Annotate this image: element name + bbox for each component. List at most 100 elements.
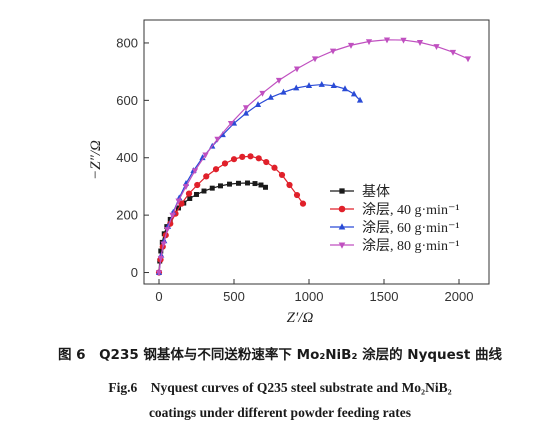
data-point <box>182 184 190 190</box>
data-point <box>293 84 300 91</box>
data-point <box>347 42 355 49</box>
data-point <box>239 153 246 160</box>
x-axis-ticks: 0 500 1000 1500 2000 <box>155 279 473 304</box>
data-point <box>214 136 221 143</box>
data-point <box>267 93 274 100</box>
data-point <box>263 184 268 190</box>
y-tick-label: 800 <box>116 35 138 50</box>
legend-marker <box>338 242 346 249</box>
data-point <box>305 82 313 89</box>
series-3 <box>155 81 364 275</box>
x-axis-label: Z′/Ω <box>287 310 314 326</box>
data-point <box>258 182 264 188</box>
data-point <box>201 188 207 194</box>
series-2 <box>155 153 307 276</box>
data-point <box>329 48 337 55</box>
data-point <box>311 56 319 63</box>
legend-marker <box>339 188 345 194</box>
data-point <box>185 190 193 197</box>
data-point <box>158 248 164 254</box>
data-point <box>255 155 262 162</box>
data-point <box>252 181 258 187</box>
data-point <box>194 191 199 197</box>
data-point <box>191 168 199 175</box>
data-point <box>400 37 407 44</box>
data-point <box>299 200 307 207</box>
data-point <box>227 120 235 127</box>
data-point <box>236 180 241 186</box>
data-point <box>227 181 232 187</box>
legend-marker <box>338 205 346 213</box>
series-layer <box>155 37 472 277</box>
data-point <box>433 44 440 50</box>
figure-caption-chinese: 图 6 Q235 钢基体与不同送粉速率下 Mo₂NiB₂ 涂层的 Nyquest… <box>57 347 503 363</box>
series-line <box>158 182 266 273</box>
x-tick-label: 1000 <box>295 289 324 304</box>
data-point <box>199 154 206 161</box>
data-point <box>164 227 171 234</box>
x-tick-label: 1500 <box>370 289 399 304</box>
legend-label: 涂层, 60 g·min⁻¹ <box>362 220 460 236</box>
y-tick-label: 400 <box>116 150 138 165</box>
data-point <box>318 81 325 87</box>
data-point <box>160 241 167 248</box>
series-4 <box>155 37 472 277</box>
y-axis-ticks: 0 200 400 600 800 <box>116 35 149 280</box>
x-tick-label: 500 <box>223 289 245 304</box>
y-axis-label: −Z″/Ω <box>88 140 104 180</box>
data-point <box>259 90 266 97</box>
y-tick-label: 600 <box>116 93 138 108</box>
data-point <box>178 200 185 207</box>
data-point <box>286 181 293 189</box>
data-point <box>247 153 254 160</box>
data-point <box>175 198 182 205</box>
data-point <box>350 90 358 97</box>
legend-label: 涂层, 80 g·min⁻¹ <box>362 238 460 254</box>
data-point <box>275 77 283 84</box>
data-point <box>221 160 229 167</box>
data-point <box>212 166 220 173</box>
y-tick-label: 200 <box>116 208 138 223</box>
x-tick-label: 2000 <box>445 289 474 304</box>
data-point <box>155 270 163 277</box>
data-point <box>254 101 262 107</box>
y-tick-label: 0 <box>131 265 138 280</box>
data-point <box>194 181 201 189</box>
data-point <box>187 196 193 201</box>
data-point <box>202 152 209 159</box>
data-point <box>230 119 238 126</box>
data-point <box>169 212 176 219</box>
legend-label: 基体 <box>362 183 390 200</box>
series-line <box>158 83 361 273</box>
series-1 <box>156 180 268 276</box>
data-point <box>365 39 373 46</box>
data-point <box>464 56 472 63</box>
data-point <box>203 173 210 180</box>
data-point <box>209 185 215 191</box>
data-point <box>280 88 287 95</box>
data-point <box>157 255 164 262</box>
data-point <box>293 66 301 73</box>
plot-frame <box>143 19 490 285</box>
data-point <box>356 96 364 103</box>
data-point <box>278 171 286 179</box>
x-tick-label: 0 <box>155 289 162 304</box>
figure-caption-english-line2: coatings under different powder feeding … <box>148 405 412 420</box>
data-point <box>263 158 270 166</box>
data-point <box>271 164 278 171</box>
data-point <box>218 183 223 189</box>
data-point <box>230 156 238 163</box>
data-point <box>293 191 301 199</box>
data-point <box>416 40 424 46</box>
legend-label: 涂层, 40 g·min⁻¹ <box>362 202 460 218</box>
data-point <box>383 37 391 44</box>
data-point <box>242 109 250 116</box>
data-point <box>245 180 250 186</box>
data-point <box>341 85 349 92</box>
figure-caption-english-line1: Fig.6 Nyquest curves of Q235 steel subst… <box>108 380 452 395</box>
data-point <box>330 82 337 89</box>
legend-marker <box>338 223 346 230</box>
data-point <box>242 105 250 112</box>
